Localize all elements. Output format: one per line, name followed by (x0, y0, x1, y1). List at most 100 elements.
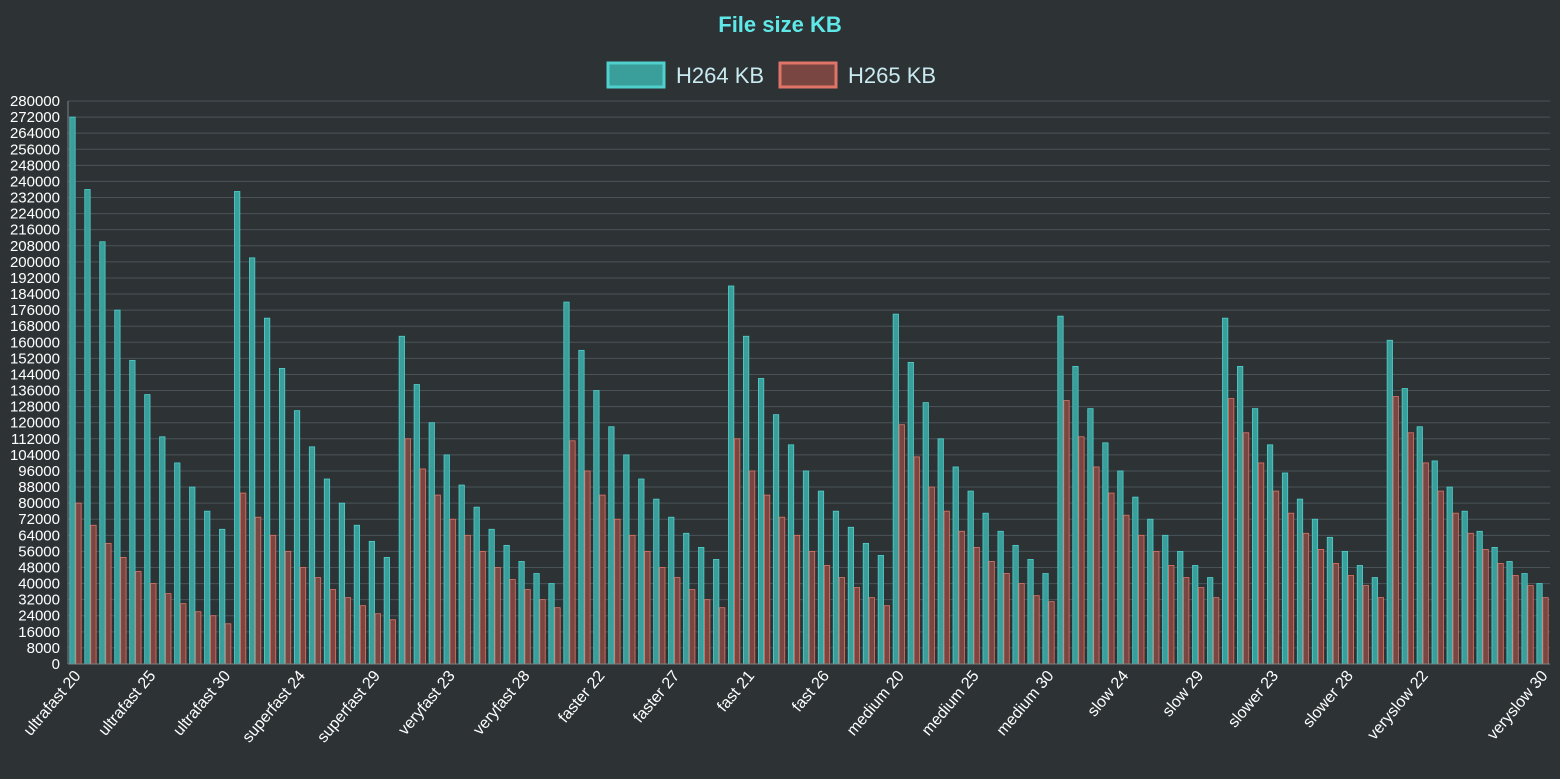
bar-h264[interactable] (967, 490, 974, 665)
bar-h265[interactable] (1168, 565, 1175, 665)
bar-h264[interactable] (69, 116, 76, 665)
bar-h264[interactable] (563, 301, 570, 665)
bar-h265[interactable] (1078, 436, 1085, 665)
bar-h264[interactable] (1371, 577, 1378, 665)
bar-h264[interactable] (308, 446, 316, 665)
bar-h265[interactable] (1542, 597, 1549, 665)
bar-h265[interactable] (988, 561, 995, 665)
bar-h265[interactable] (1018, 583, 1025, 665)
bar-h264[interactable] (368, 540, 375, 665)
bar-h265[interactable] (1347, 575, 1354, 665)
bar-h265[interactable] (284, 551, 292, 665)
bar-h264[interactable] (1386, 339, 1393, 665)
bar-h265[interactable] (1272, 490, 1280, 665)
bar-h264[interactable] (758, 378, 765, 665)
bar-h264[interactable] (982, 512, 989, 665)
bar-h265[interactable] (1228, 398, 1235, 665)
bar-h265[interactable] (344, 597, 352, 665)
bar-h264[interactable] (533, 573, 540, 665)
bar-h265[interactable] (1287, 512, 1295, 665)
bar-h264[interactable] (638, 478, 645, 665)
bar-h265[interactable] (314, 577, 322, 665)
bar-h264[interactable] (278, 368, 286, 665)
bar-h265[interactable] (105, 542, 112, 665)
bar-h265[interactable] (150, 583, 157, 665)
bar-h264[interactable] (1117, 470, 1124, 665)
bar-h264[interactable] (623, 454, 630, 665)
bar-h265[interactable] (749, 470, 756, 665)
bar-h265[interactable] (1362, 585, 1369, 665)
bar-h264[interactable] (787, 444, 795, 665)
bar-h264[interactable] (99, 241, 106, 665)
bar-h265[interactable] (1257, 462, 1265, 665)
bar-h264[interactable] (668, 516, 675, 665)
bar-h264[interactable] (1311, 518, 1319, 665)
bar-h264[interactable] (832, 510, 840, 665)
bar-h264[interactable] (683, 532, 690, 665)
bar-h264[interactable] (144, 394, 151, 665)
bar-h265[interactable] (793, 534, 801, 665)
bar-h264[interactable] (1476, 530, 1483, 665)
bar-h265[interactable] (404, 438, 411, 665)
bar-h264[interactable] (1341, 551, 1349, 665)
bar-h265[interactable] (210, 615, 217, 665)
bar-h264[interactable] (1087, 408, 1094, 665)
bar-h265[interactable] (763, 494, 771, 665)
bar-h265[interactable] (1033, 595, 1040, 665)
bar-h265[interactable] (1377, 597, 1384, 665)
bar-h265[interactable] (808, 551, 816, 665)
bar-h264[interactable] (129, 359, 136, 665)
bar-h264[interactable] (413, 384, 420, 665)
bar-h265[interactable] (943, 510, 950, 665)
bar-h264[interactable] (1177, 551, 1184, 665)
bar-h264[interactable] (1446, 486, 1453, 665)
bar-h265[interactable] (299, 567, 307, 665)
bar-h264[interactable] (877, 555, 884, 665)
bar-h264[interactable] (862, 542, 869, 665)
bar-h264[interactable] (1266, 444, 1274, 665)
bar-h265[interactable] (883, 605, 890, 665)
bar-h265[interactable] (1422, 462, 1429, 665)
bar-h265[interactable] (584, 470, 591, 665)
bar-h265[interactable] (614, 518, 621, 665)
bar-h264[interactable] (204, 510, 211, 665)
bar-h264[interactable] (1491, 546, 1498, 665)
bar-h265[interactable] (554, 607, 561, 665)
bar-h264[interactable] (189, 486, 196, 665)
bar-h264[interactable] (922, 402, 929, 665)
bar-h265[interactable] (1452, 512, 1459, 665)
bar-h265[interactable] (419, 468, 426, 665)
bar-h264[interactable] (1281, 472, 1289, 665)
bar-h265[interactable] (329, 589, 337, 665)
bar-h265[interactable] (1243, 432, 1250, 665)
bar-h264[interactable] (443, 454, 450, 665)
bar-h265[interactable] (1183, 577, 1190, 665)
bar-h265[interactable] (928, 486, 935, 665)
bar-h265[interactable] (359, 605, 366, 665)
bar-h264[interactable] (353, 524, 361, 665)
bar-h264[interactable] (1431, 460, 1438, 665)
bar-h265[interactable] (1407, 432, 1414, 665)
bar-h264[interactable] (338, 502, 346, 665)
bar-h264[interactable] (728, 285, 735, 665)
bar-h265[interactable] (240, 492, 247, 665)
bar-h264[interactable] (1416, 426, 1423, 665)
bar-h264[interactable] (1102, 442, 1109, 665)
bar-h264[interactable] (1356, 565, 1363, 665)
bar-h264[interactable] (713, 559, 720, 665)
bar-h265[interactable] (255, 516, 262, 665)
bar-h265[interactable] (973, 546, 980, 665)
bar-h265[interactable] (734, 438, 741, 665)
bar-h265[interactable] (509, 579, 516, 665)
bar-h265[interactable] (853, 587, 860, 665)
bar-h265[interactable] (958, 530, 965, 665)
bar-h265[interactable] (629, 534, 636, 665)
bar-h265[interactable] (599, 494, 606, 665)
bar-h265[interactable] (898, 424, 905, 665)
bar-h264[interactable] (1132, 496, 1139, 665)
bar-h265[interactable] (778, 516, 786, 665)
bar-h265[interactable] (913, 456, 920, 665)
bar-h265[interactable] (689, 589, 696, 665)
bar-h264[interactable] (907, 361, 914, 665)
bar-h264[interactable] (428, 422, 435, 665)
